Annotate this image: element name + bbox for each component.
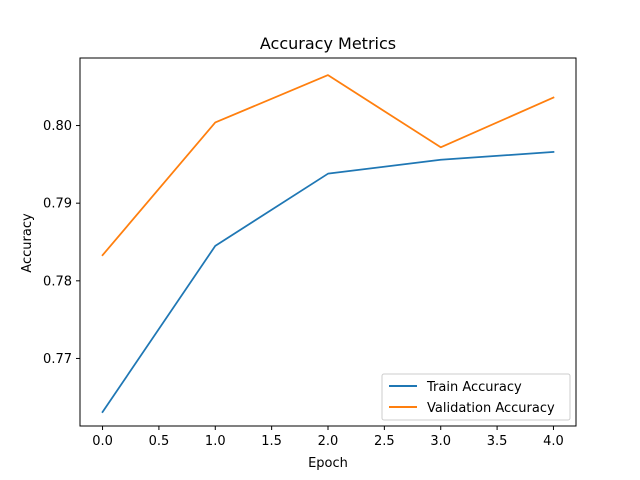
y-tick-label: 0.78 bbox=[43, 274, 72, 289]
y-tick-label: 0.77 bbox=[43, 352, 72, 367]
chart-title: Accuracy Metrics bbox=[260, 34, 396, 53]
x-tick-label: 1.0 bbox=[205, 434, 226, 449]
x-tick-label: 2.0 bbox=[318, 434, 339, 449]
y-tick-label: 0.79 bbox=[43, 197, 72, 212]
x-axis-label: Epoch bbox=[308, 456, 348, 471]
x-tick-label: 4.0 bbox=[543, 434, 564, 449]
x-tick-label: 1.5 bbox=[261, 434, 282, 449]
legend-label-train-accuracy: Train Accuracy bbox=[426, 380, 522, 395]
plot-area: 0.0 0.5 1.0 1.5 2.0 2.5 3.0 3.5 4.0 0.77 0.78 0.79 0… bbox=[43, 57, 577, 449]
x-tick-label: 0.0 bbox=[92, 434, 113, 449]
legend: Train Accuracy Validation Accuracy bbox=[381, 373, 571, 421]
x-tick-label: 2.5 bbox=[374, 434, 395, 449]
y-tick-label: 0.80 bbox=[43, 119, 72, 134]
y-axis-label: Accuracy bbox=[20, 213, 35, 273]
legend-label-validation-accuracy: Validation Accuracy bbox=[427, 401, 555, 416]
x-tick-label: 3.0 bbox=[430, 434, 451, 449]
x-tick-label: 3.5 bbox=[487, 434, 508, 449]
legend-box bbox=[381, 373, 571, 421]
x-tick-label: 0.5 bbox=[149, 434, 170, 449]
